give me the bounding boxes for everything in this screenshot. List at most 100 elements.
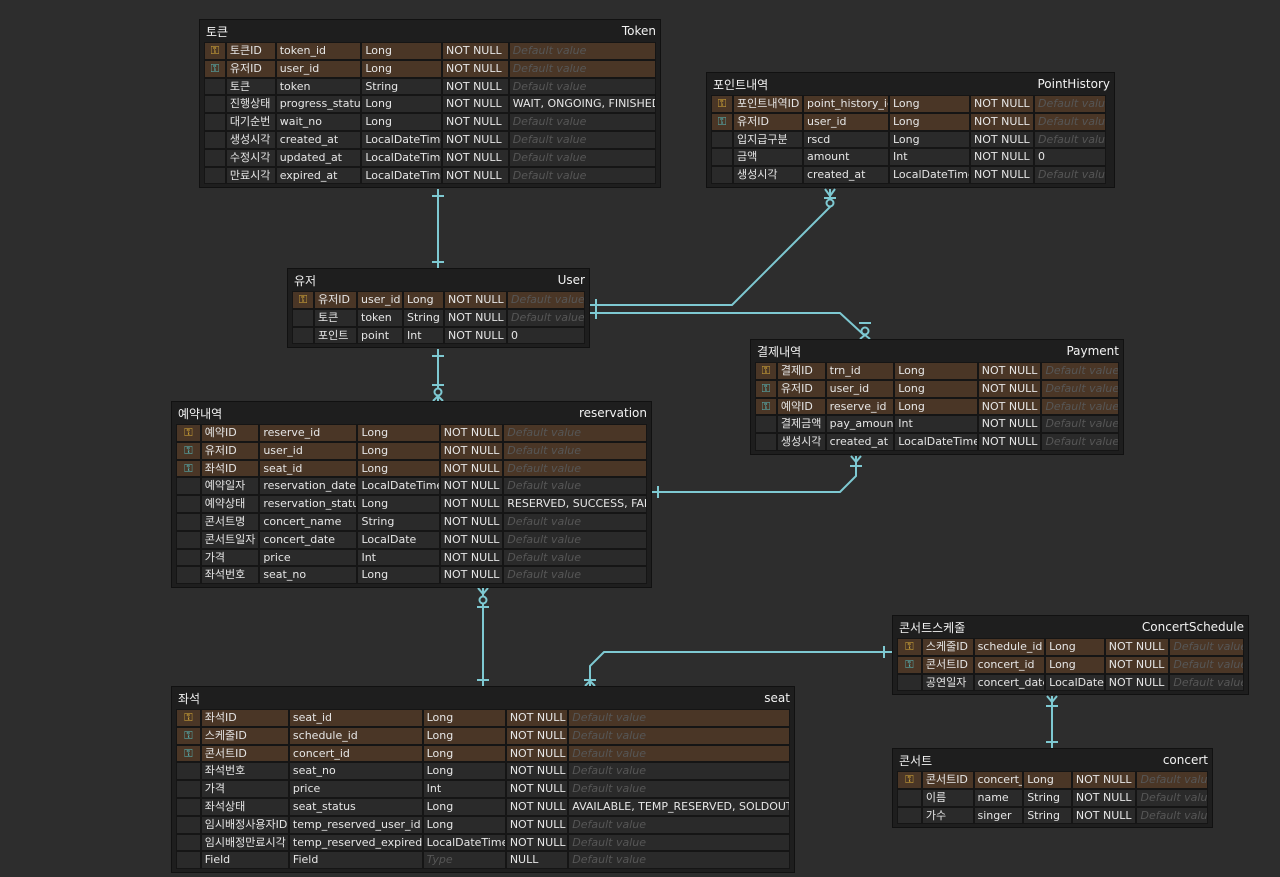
column-default[interactable]: Default value [1136, 788, 1208, 807]
column-logical-name[interactable]: 콘서트명 [200, 512, 260, 531]
column-logical-name[interactable]: 가격 [200, 548, 260, 567]
column-type[interactable]: Long [403, 291, 444, 309]
column-type[interactable]: Type [422, 851, 506, 870]
column-default[interactable]: Default value [1041, 415, 1119, 434]
column-physical-name[interactable]: trn_id [825, 362, 895, 380]
key-cell[interactable] [176, 833, 201, 852]
column-type[interactable]: LocalDate [1045, 673, 1105, 692]
column-default[interactable]: Default value [568, 762, 790, 781]
column-logical-name[interactable]: 생성시각 [733, 166, 803, 184]
column-logical-name[interactable]: 공연일자 [921, 673, 974, 692]
column-row[interactable]: 콘서트일자 concert_date LocalDate NOT NULL Defaul… [176, 530, 647, 549]
column-type[interactable]: Long [361, 113, 442, 131]
key-cell[interactable]: ⚿ [897, 638, 922, 656]
column-logical-name[interactable]: 토큰 [314, 308, 357, 327]
column-logical-name[interactable]: 좌석ID [200, 709, 289, 727]
column-physical-name[interactable]: user_id [825, 379, 895, 398]
column-default[interactable]: Default value [503, 530, 647, 549]
column-type[interactable]: Long [357, 495, 440, 513]
column-row[interactable]: 가수 singer String NOT NULL Default value [897, 806, 1208, 825]
column-default[interactable]: Default value [503, 424, 647, 442]
key-cell[interactable] [176, 815, 201, 834]
column-row[interactable]: 만료시각 expired_at LocalDateTime NOT NULL Defau… [204, 166, 657, 185]
column-default[interactable]: 0 [1034, 148, 1106, 167]
key-cell[interactable] [204, 95, 226, 114]
column-physical-name[interactable]: seat_no [288, 762, 423, 781]
column-type[interactable]: LocalDate [357, 530, 440, 549]
column-nullability[interactable]: NOT NULL [977, 362, 1042, 380]
key-cell[interactable] [176, 566, 201, 585]
table-concertschedule[interactable]: 콘서트스케줄 ConcertSchedule ⚿ 스케줄ID schedule_id Lo… [892, 615, 1249, 696]
column-logical-name[interactable]: 입지급구분 [733, 130, 803, 149]
column-row[interactable]: ⚿ 좌석ID seat_id Long NOT NULL Default value [176, 459, 647, 478]
column-default[interactable]: Default value [503, 566, 647, 585]
key-cell[interactable]: ⚿ [204, 59, 226, 78]
key-cell[interactable] [897, 806, 922, 825]
column-default[interactable]: Default value [508, 59, 657, 78]
column-logical-name[interactable]: 좌석ID [200, 459, 260, 478]
column-nullability[interactable]: NOT NULL [505, 762, 569, 781]
table-user[interactable]: 유저 User ⚿ 유저ID user_id Long NOT NULL Default va… [287, 268, 590, 349]
column-default[interactable]: Default value [507, 308, 585, 327]
column-type[interactable]: String [1023, 806, 1072, 825]
key-cell[interactable]: ⚿ [176, 424, 201, 442]
column-logical-name[interactable]: 금액 [733, 148, 803, 167]
column-physical-name[interactable]: seat_id [259, 459, 358, 478]
column-logical-name[interactable]: 예약상태 [200, 495, 260, 513]
column-row[interactable]: 가격 price Int NOT NULL Default value [176, 780, 790, 798]
column-default[interactable]: Default value [508, 42, 657, 60]
key-cell[interactable]: ⚿ [204, 42, 226, 60]
column-logical-name[interactable]: 좌석번호 [200, 762, 289, 781]
column-default[interactable]: Default value [1034, 95, 1106, 113]
key-cell[interactable] [897, 788, 922, 807]
column-physical-name[interactable]: created_at [803, 166, 889, 184]
column-row[interactable]: ⚿ 유저ID user_id Long NOT NULL Default value [292, 291, 585, 309]
column-row[interactable]: 가격 price Int NOT NULL Default value [176, 548, 647, 567]
column-default[interactable]: Default value [508, 148, 657, 167]
key-cell[interactable]: ⚿ [176, 441, 201, 460]
column-physical-name[interactable]: concert_id [288, 744, 423, 763]
column-nullability[interactable]: NOT NULL [439, 477, 504, 496]
table-header[interactable]: 콘서트 concert [893, 749, 1212, 771]
column-physical-name[interactable]: amount [803, 148, 889, 167]
key-cell[interactable] [204, 77, 226, 96]
column-type[interactable]: Int [403, 326, 444, 345]
column-physical-name[interactable]: price [259, 548, 358, 567]
column-nullability[interactable]: NOT NULL [439, 441, 504, 460]
column-nullability[interactable]: NOT NULL [1071, 806, 1137, 825]
column-nullability[interactable]: NOT NULL [505, 709, 569, 727]
column-type[interactable]: Long [357, 441, 440, 460]
column-logical-name[interactable]: 예약일자 [200, 477, 260, 496]
column-logical-name[interactable]: 결제금액 [776, 415, 826, 434]
column-row[interactable]: 포인트 point Int NOT NULL 0 [292, 326, 585, 345]
column-physical-name[interactable]: updated_at [275, 148, 362, 167]
key-cell[interactable] [176, 762, 201, 781]
table-header[interactable]: 토큰 Token [200, 20, 660, 42]
column-default[interactable]: Default value [507, 291, 585, 309]
column-logical-name[interactable]: 콘서트일자 [200, 530, 260, 549]
column-logical-name[interactable]: 유저ID [733, 112, 803, 131]
column-physical-name[interactable]: reserve_id [259, 424, 358, 442]
column-logical-name[interactable]: 포인트 [314, 326, 357, 345]
column-nullability[interactable]: NOT NULL [977, 379, 1042, 398]
column-type[interactable]: Long [889, 130, 970, 149]
column-row[interactable]: 임시배정만료시각temp_reserved_expired_atLocalDat… [176, 833, 790, 852]
column-default[interactable]: Default value [1041, 433, 1119, 451]
column-physical-name[interactable]: concert_id [973, 655, 1046, 674]
key-cell[interactable] [176, 477, 201, 496]
column-physical-name[interactable]: created_at [275, 130, 362, 149]
column-nullability[interactable]: NOT NULL [505, 815, 569, 834]
column-nullability[interactable]: NOT NULL [439, 424, 504, 442]
column-nullability[interactable]: NOT NULL [1104, 638, 1170, 656]
key-cell[interactable]: ⚿ [897, 771, 922, 789]
key-cell[interactable]: ⚿ [755, 397, 777, 416]
column-default[interactable]: Default value [1034, 166, 1106, 184]
column-physical-name[interactable]: reservation_status [259, 495, 358, 513]
column-physical-name[interactable]: concert_date [259, 530, 358, 549]
column-row[interactable]: 좌석번호 seat_no Long NOT NULL Default value [176, 566, 647, 585]
column-nullability[interactable]: NOT NULL [970, 166, 1034, 184]
column-nullability[interactable]: NOT NULL [441, 95, 509, 114]
column-physical-name[interactable]: reservation_date [259, 477, 358, 496]
column-logical-name[interactable]: 스케줄ID [200, 726, 289, 745]
column-physical-name[interactable]: schedule_id [973, 638, 1046, 656]
